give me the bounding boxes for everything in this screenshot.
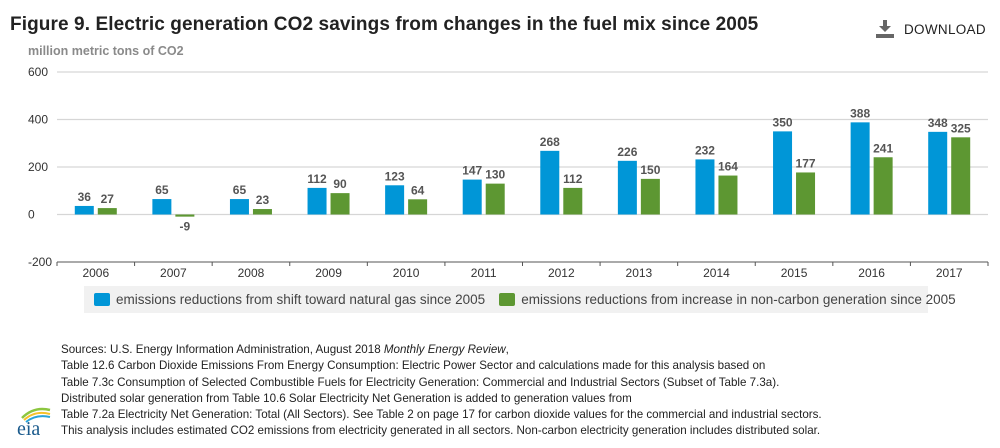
data-label: 112 <box>307 172 327 186</box>
x-tick-label: 2008 <box>238 266 265 280</box>
legend-swatch-non-carbon <box>499 293 516 306</box>
data-label: 130 <box>485 168 505 182</box>
data-label: 36 <box>78 190 92 204</box>
y-tick-label: 400 <box>28 113 48 127</box>
bar-non-carbon <box>873 157 893 215</box>
bar-non-carbon <box>330 193 350 215</box>
eia-logo: eia <box>17 407 51 438</box>
x-tick-label: 2012 <box>548 266 575 280</box>
bar-natural-gas <box>617 160 637 215</box>
sources-line: Table 12.6 Carbon Dioxide Emissions From… <box>61 359 766 373</box>
bar-natural-gas <box>695 159 715 215</box>
bar-non-carbon <box>485 183 505 215</box>
x-tick-label: 2009 <box>315 266 342 280</box>
y-tick-label: 200 <box>28 160 48 174</box>
download-icon <box>876 20 894 38</box>
x-tick-label: 2016 <box>858 266 885 280</box>
bar-non-carbon <box>408 199 428 215</box>
data-label: 241 <box>873 141 893 155</box>
data-label: 123 <box>385 169 405 183</box>
legend-item-natural-gas[interactable]: emissions reductions from shift toward n… <box>94 292 485 307</box>
data-label: -9 <box>180 220 191 234</box>
x-tick-label: 2006 <box>82 266 109 280</box>
x-tick-label: 2011 <box>471 266 497 280</box>
y-axis-unit-label: million metric tons of CO2 <box>28 44 184 58</box>
bar-natural-gas <box>462 179 482 215</box>
y-tick-label: 600 <box>28 65 48 79</box>
data-label: 23 <box>256 193 270 207</box>
data-label: 232 <box>695 143 715 157</box>
legend: emissions reductions from shift toward n… <box>84 286 956 313</box>
data-label: 147 <box>462 164 482 178</box>
bar-natural-gas <box>385 185 405 215</box>
x-tick-label: 2010 <box>393 266 420 280</box>
chart-title: Figure 9. Electric generation CO2 saving… <box>10 14 759 35</box>
bar-non-carbon <box>252 209 272 215</box>
x-tick-label: 2014 <box>703 266 730 280</box>
sources-text: Sources: U.S. Energy Information Adminis… <box>61 343 384 356</box>
legend-label: emissions reductions from shift toward n… <box>116 292 486 307</box>
data-label: 65 <box>233 183 247 197</box>
x-tick-label: 2007 <box>160 266 187 280</box>
sources-line: Table 7.2a Electricity Net Generation: T… <box>61 408 822 422</box>
bar-non-carbon <box>175 214 195 217</box>
publication-title: Monthly Energy Review <box>383 343 506 356</box>
gridlines <box>57 71 988 216</box>
sources-line: Table 7.3c Consumption of Selected Combu… <box>61 375 780 389</box>
bar-non-carbon <box>951 137 971 215</box>
data-label: 177 <box>796 156 816 170</box>
data-label: 150 <box>640 163 660 177</box>
data-label: 112 <box>563 172 583 186</box>
x-tick-label: 2015 <box>781 266 808 280</box>
sources-line: This analysis includes estimated CO2 emi… <box>61 424 821 438</box>
download-button[interactable]: DOWNLOAD <box>876 20 986 38</box>
data-label: 90 <box>333 177 347 191</box>
sources-line: Distributed solar generation from Table … <box>61 391 632 405</box>
bar-non-carbon <box>796 172 816 215</box>
legend-swatch-natural-gas <box>94 293 110 306</box>
bar-natural-gas <box>928 131 948 215</box>
bar-non-carbon <box>640 178 660 215</box>
sources-text: , <box>505 343 509 356</box>
bar-natural-gas <box>229 199 249 215</box>
x-tick-label: 2013 <box>626 266 653 280</box>
x-tick-label: 2017 <box>936 266 963 280</box>
bar-natural-gas <box>152 199 172 215</box>
bar-natural-gas <box>74 205 94 215</box>
data-label: 350 <box>773 115 793 129</box>
bar-non-carbon <box>718 175 738 215</box>
legend-label: emissions reductions from increase in no… <box>521 292 956 307</box>
x-axis: 2006 2007 2008 2009 2010 2011 2012 2013 2014 2015… <box>56 261 989 280</box>
download-label: DOWNLOAD <box>904 21 986 37</box>
data-label: 325 <box>951 121 971 135</box>
data-label: 65 <box>155 183 169 197</box>
bar-non-carbon <box>97 208 117 215</box>
data-label: 226 <box>617 145 637 159</box>
eia-logo-text: eia <box>17 418 40 438</box>
bar-natural-gas <box>850 122 870 215</box>
data-labels: 36 27 65 -9 65 23 112 90 123 64 147 130 268 112 226150… <box>78 106 971 233</box>
data-label: 268 <box>540 135 560 149</box>
bars <box>74 122 971 217</box>
bar-natural-gas <box>540 150 560 215</box>
data-label: 348 <box>928 116 948 130</box>
data-label: 27 <box>101 192 115 206</box>
data-label: 64 <box>411 183 425 197</box>
y-tick-label: 0 <box>28 208 35 222</box>
y-axis-ticks: 600 400 200 0 -200 <box>28 65 52 269</box>
bar-non-carbon <box>563 187 583 215</box>
legend-item-non-carbon[interactable]: emissions reductions from increase in no… <box>499 292 956 307</box>
sources-note: Sources: U.S. Energy Information Adminis… <box>61 342 822 440</box>
y-tick-label: -200 <box>28 255 52 269</box>
bar-chart: 600 400 200 0 -200 36 27 65 -9 65 23 112 90 123 64 147… <box>28 65 989 280</box>
bar-natural-gas <box>307 187 327 215</box>
sources-line: Sources: U.S. Energy Information Adminis… <box>61 342 822 358</box>
data-label: 164 <box>718 160 738 174</box>
data-label: 388 <box>850 106 870 120</box>
bar-natural-gas <box>773 131 793 215</box>
